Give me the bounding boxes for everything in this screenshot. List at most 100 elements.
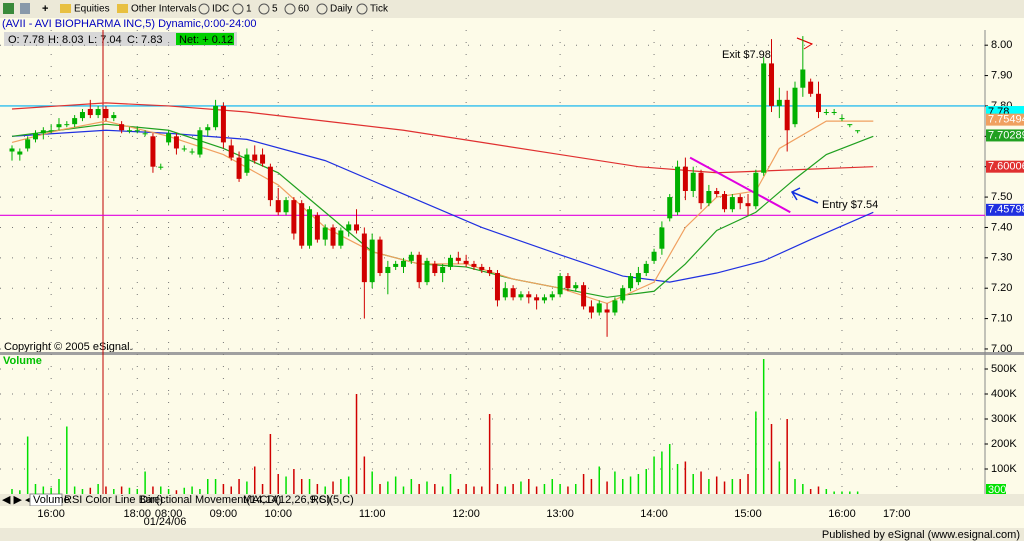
candle-body: [314, 215, 320, 240]
candle-body: [197, 130, 203, 155]
tab[interactable]: Directional Movement(14,14): [140, 494, 281, 506]
ohlc-low: L: 7.04: [88, 34, 122, 46]
candle-body: [9, 148, 15, 152]
volume-bar: [708, 479, 710, 494]
candle-body: [181, 148, 187, 150]
candle-body: [408, 254, 414, 261]
pane-separator: [0, 352, 1024, 355]
candle-body: [424, 260, 430, 283]
candle-body: [714, 191, 720, 195]
icon[interactable]: [3, 3, 14, 14]
candle-body: [17, 151, 23, 155]
candle-body: [236, 157, 242, 179]
candle-body: [596, 303, 602, 313]
price-label-box: [986, 113, 1024, 126]
volume-current-label: 300: [988, 484, 1006, 496]
candle-body: [440, 266, 446, 274]
toolbar-item[interactable]: Equities: [74, 4, 110, 15]
toolbar-item[interactable]: Daily: [330, 4, 352, 15]
volume-bar: [269, 434, 272, 494]
net-box: [176, 33, 234, 45]
candle-body: [651, 251, 657, 261]
time-axis: [0, 506, 1024, 528]
volume-bar: [105, 486, 107, 494]
volume-bar: [715, 476, 718, 494]
volume-bar: [58, 479, 60, 494]
volume-bar: [113, 489, 115, 494]
volume-bar: [535, 486, 538, 494]
candle-body: [385, 266, 391, 274]
volume-bar: [97, 484, 99, 494]
volume-bar: [394, 476, 397, 494]
volume-bar: [684, 461, 687, 494]
volume-bar: [300, 479, 303, 494]
x-tick-label: 14:00: [640, 508, 668, 520]
toolbar-item[interactable]: Tick: [370, 4, 389, 15]
y-tick-label: 7.90: [991, 69, 1012, 81]
icon[interactable]: +: [42, 3, 48, 15]
tab[interactable]: MACD(12,26,9,C): [243, 494, 330, 506]
volume-bar: [731, 479, 734, 494]
volume-bar: [762, 359, 765, 494]
candle-body: [565, 276, 571, 289]
candle-body: [393, 263, 399, 267]
candle-body: [56, 124, 62, 128]
toolbar-item[interactable]: 60: [298, 4, 310, 15]
y2-tick-label: 500K: [991, 363, 1017, 375]
candle-body: [244, 154, 250, 173]
candle-body: [494, 273, 500, 301]
candle-body: [142, 133, 148, 135]
volume-bar: [347, 476, 350, 494]
volume-bar: [700, 471, 702, 494]
ohlc-close: C: 7.83: [127, 34, 162, 46]
volume-bar: [676, 464, 679, 494]
volume-bar: [89, 487, 92, 494]
volume-bar: [739, 479, 741, 494]
volume-bar: [661, 451, 663, 494]
candle-body: [361, 233, 367, 283]
volume-bar: [629, 476, 632, 494]
candle-body: [158, 166, 164, 168]
arrow-entry: [790, 187, 801, 201]
trendline: [689, 156, 791, 214]
candle-body: [690, 172, 696, 191]
candle-body: [48, 130, 54, 132]
toolbar-item[interactable]: 1: [246, 4, 252, 15]
chart-title: (AVII - AVI BIOPHARMA INC,5) Dynamic,0:0…: [2, 18, 257, 30]
volume-bar: [73, 486, 76, 494]
volume-bar: [26, 436, 29, 494]
toolbar-item[interactable]: 5: [272, 4, 278, 15]
volume-bar: [465, 484, 467, 494]
volume-bar: [825, 489, 828, 494]
tab[interactable]: RSI(5,C): [311, 494, 354, 506]
candle-body: [502, 288, 508, 298]
tab[interactable]: RSI Color Line Bar(): [64, 494, 163, 506]
candle-body: [573, 285, 579, 289]
candle-body: [189, 151, 195, 153]
volume-bar: [191, 486, 193, 494]
candle-body: [769, 63, 775, 106]
candle-body: [581, 285, 587, 307]
y2-tick-label: 400K: [991, 388, 1017, 400]
icon[interactable]: [20, 3, 30, 14]
volume-bar: [512, 484, 514, 494]
candle-body: [275, 200, 281, 213]
volume-bar: [614, 471, 616, 494]
tab[interactable]: Volume: [33, 494, 70, 506]
volume-bar: [42, 486, 45, 494]
toolbar-item[interactable]: IDC: [212, 4, 229, 15]
volume-bar: [160, 486, 162, 494]
toolbar-item[interactable]: Other Intervals: [131, 4, 197, 15]
candle-body: [831, 112, 837, 114]
candle-body: [620, 288, 626, 301]
volume-bar: [426, 481, 428, 494]
candle-body: [338, 230, 344, 246]
volume-bar: [473, 486, 475, 494]
candle-body: [839, 118, 845, 120]
candle-body: [432, 263, 438, 274]
y-tick-label: 7.20: [991, 282, 1012, 294]
candle-body: [737, 197, 743, 204]
y2-tick-label: 100K: [991, 463, 1017, 475]
candle-body: [299, 203, 305, 246]
